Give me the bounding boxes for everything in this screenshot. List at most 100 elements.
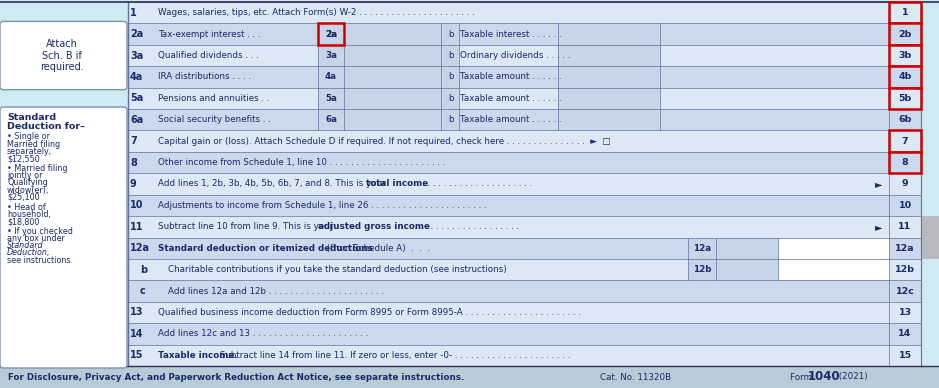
Text: 1040: 1040 [808,371,840,383]
Text: 14: 14 [899,329,912,338]
FancyBboxPatch shape [0,21,127,90]
Text: b: b [140,265,147,275]
Text: 12a: 12a [895,244,915,253]
Bar [318,88,344,109]
Text: c: c [140,286,146,296]
Bar [921,2,939,366]
Text: Married filing: Married filing [7,140,60,149]
Bar [889,88,921,109]
Text: 8: 8 [130,158,137,168]
Text: b  Ordinary dividends . . . . .: b Ordinary dividends . . . . . [449,51,570,60]
Bar [889,23,921,45]
Text: $18,800: $18,800 [7,217,39,226]
Bar [128,259,921,281]
Text: see instructions.: see instructions. [7,256,73,265]
Text: separately,: separately, [7,147,53,156]
Text: 13: 13 [899,308,912,317]
Bar [128,66,921,88]
Text: Qualified business income deduction from Form 8995 or Form 8995-A . . . . . . . : Qualified business income deduction from… [158,308,581,317]
Text: Adjustments to income from Schedule 1, line 26 . . . . . . . . . . . . . . . . .: Adjustments to income from Schedule 1, l… [158,201,486,210]
Text: Charitable contributions if you take the standard deduction (see instructions): Charitable contributions if you take the… [168,265,507,274]
Text: b  Taxable amount . . . . . .: b Taxable amount . . . . . . [449,94,562,103]
Text: ►: ► [875,179,883,189]
Text: 3a: 3a [325,51,337,60]
Bar [344,23,459,45]
Bar [128,2,921,23]
Text: 7: 7 [901,137,908,146]
Text: Add lines 12c and 13 . . . . . . . . . . . . . . . . . . . . . .: Add lines 12c and 13 . . . . . . . . . .… [158,329,368,338]
Bar [128,88,921,109]
Bar [716,237,778,259]
Bar [889,152,921,173]
Text: Tax-exempt interest . . .: Tax-exempt interest . . . [158,29,261,39]
Text: Pensions and annuities . .: Pensions and annuities . . [158,94,269,103]
Bar [318,109,344,130]
Bar [778,259,889,281]
Text: 13: 13 [130,307,144,317]
Bar [558,109,660,130]
Text: Deduction,: Deduction, [7,248,51,257]
Text: • Married filing: • Married filing [7,164,68,173]
Bar [688,259,716,281]
Text: 9: 9 [901,180,908,189]
Bar [128,45,921,66]
Bar [889,45,921,66]
Bar [128,323,921,345]
Text: Standard: Standard [7,113,56,122]
Text: 11: 11 [899,222,912,231]
Text: 8: 8 [901,158,908,167]
Text: 7: 7 [130,136,137,146]
Text: Add lines 12a and 12b . . . . . . . . . . . . . . . . . . . . . .: Add lines 12a and 12b . . . . . . . . . … [168,287,384,296]
Bar [889,130,921,152]
Text: 5a: 5a [325,94,337,103]
Text: Attach
Sch. B if
required.: Attach Sch. B if required. [40,39,84,72]
Text: 2a: 2a [325,29,337,39]
Bar [128,23,921,45]
Text: 15: 15 [130,350,144,360]
Bar [558,66,660,88]
Text: 15: 15 [899,351,912,360]
Text: any box under: any box under [7,234,65,243]
Bar [558,23,660,45]
Text: Standard deduction or itemized deductions: Standard deduction or itemized deduction… [158,244,373,253]
Text: 3b: 3b [899,51,912,60]
Text: 2b: 2b [899,29,912,39]
Bar [128,216,921,237]
Bar [0,366,939,388]
Bar [889,66,921,88]
Text: 14: 14 [130,329,144,339]
Bar [128,173,921,195]
Text: 1: 1 [901,8,908,17]
Text: Add lines 1, 2b, 3b, 4b, 5b, 6b, 7, and 8. This is your: Add lines 1, 2b, 3b, 4b, 5b, 6b, 7, and … [158,180,389,189]
Bar [558,88,660,109]
Bar [128,302,921,323]
Text: 5b: 5b [899,94,912,103]
Text: Qualified dividends . . .: Qualified dividends . . . [158,51,259,60]
Bar [921,216,939,259]
Text: (2021): (2021) [836,372,868,381]
Bar [128,345,921,366]
Text: ►: ► [875,222,883,232]
Text: household,: household, [7,210,51,219]
Bar [128,152,921,173]
Text: 9: 9 [130,179,137,189]
Bar [128,281,921,302]
Bar [688,237,716,259]
Text: For Disclosure, Privacy Act, and Paperwork Reduction Act Notice, see separate in: For Disclosure, Privacy Act, and Paperwo… [8,372,465,381]
Text: Taxable income.: Taxable income. [158,351,238,360]
Text: Other income from Schedule 1, line 10 . . . . . . . . . . . . . . . . . . . . . : Other income from Schedule 1, line 10 . … [158,158,445,167]
Text: • If you checked: • If you checked [7,227,73,236]
Bar [778,237,889,259]
Text: 12b: 12b [693,265,711,274]
Text: 4a: 4a [325,73,337,81]
Text: Capital gain or (loss). Attach Schedule D if required. If not required, check he: Capital gain or (loss). Attach Schedule … [158,137,610,146]
Text: adjusted gross income: adjusted gross income [318,222,430,231]
Bar [558,45,660,66]
Text: 6a: 6a [325,115,337,124]
Bar [318,23,344,45]
Bar [344,66,459,88]
Text: 3a: 3a [130,50,144,61]
Text: Form: Form [790,372,815,381]
Text: 12c: 12c [896,287,915,296]
Text: Deduction for–: Deduction for– [7,121,85,130]
